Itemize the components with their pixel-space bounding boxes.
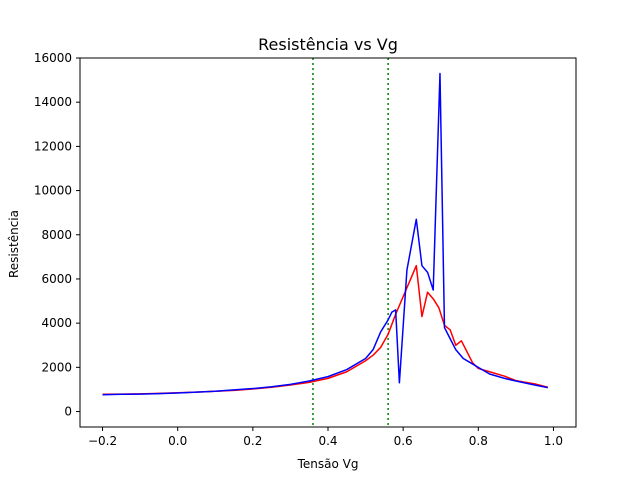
plot-frame: [79, 57, 577, 428]
y-tick-label: 8000: [41, 228, 72, 242]
x-tick-label: 0.6: [394, 434, 413, 448]
y-tick-label: 6000: [41, 272, 72, 286]
y-tick-label: 2000: [41, 360, 72, 374]
y-tick-label: 14000: [34, 95, 72, 109]
y-tick-label: 10000: [34, 184, 72, 198]
x-tick-label: −0.2: [88, 434, 117, 448]
x-axis-ticks: −0.2 0.0 0.2 0.4 0.6 0.8 1.0: [88, 427, 563, 448]
x-tick-label: 0.2: [243, 434, 262, 448]
y-axis-label: Resistência: [7, 210, 21, 278]
x-tick-label: 1.0: [544, 434, 563, 448]
y-axis-ticks: 0 2000 4000 6000 8000 10000 12000 14000 16000: [34, 51, 80, 419]
x-tick-label: 0.8: [469, 434, 488, 448]
y-tick-label: 16000: [34, 51, 72, 65]
x-axis-label: Tensão Vg: [297, 457, 359, 471]
y-tick-label: 0: [64, 405, 72, 419]
series-line-2: [102, 72, 548, 396]
chart-title: Resistência vs Vg: [258, 35, 398, 54]
y-tick-label: 12000: [34, 139, 72, 153]
plot-content: [102, 58, 549, 427]
y-tick-label: 4000: [41, 316, 72, 330]
x-tick-label: 0.0: [168, 434, 187, 448]
series-line-1: [102, 264, 549, 396]
x-tick-label: 0.4: [318, 434, 337, 448]
